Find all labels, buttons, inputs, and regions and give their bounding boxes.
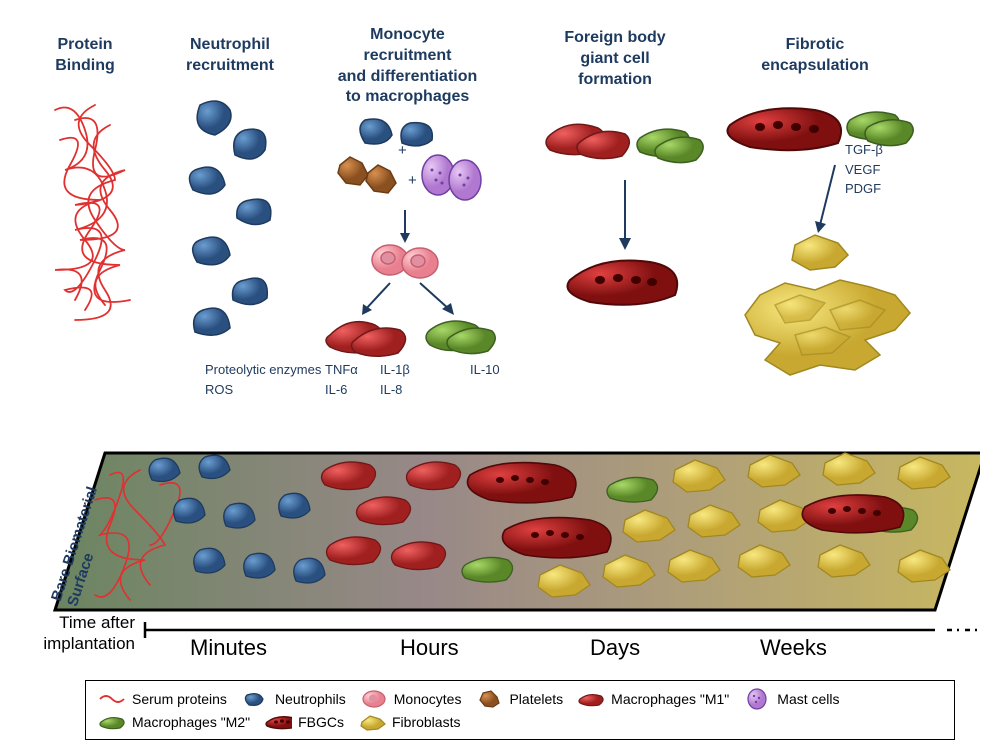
stage3-labels-left-text: TNFαIL-6 (325, 362, 358, 397)
legend-neutrophils: Neutrophils (241, 688, 346, 710)
stage2-labels-text: Proteolytic enzymesROS (205, 362, 321, 397)
legend-fibroblasts: Fibroblasts (358, 711, 460, 733)
tick-days: Days (590, 635, 640, 661)
stage5-title-text: Fibroticencapsulation (761, 36, 869, 74)
stage3-labels-right-text: IL-10 (470, 362, 500, 377)
tick-minutes-text: Minutes (190, 635, 267, 660)
stage4-title: Foreign bodygiant cellformation (540, 28, 690, 90)
stage5-title: Fibroticencapsulation (740, 35, 890, 77)
legend-mast-text: Mast cells (777, 691, 839, 707)
tick-minutes: Minutes (190, 635, 267, 661)
stage1-title-text: ProteinBinding (55, 36, 115, 74)
legend-mast: Mast cells (743, 688, 839, 710)
monocyte-icon (360, 688, 388, 710)
platelet-icon (475, 688, 503, 710)
legend-platelets-text: Platelets (509, 691, 563, 707)
time-after-text: Time afterimplantation (43, 613, 135, 653)
protein-scribble (35, 90, 155, 340)
fibroblast-icon (358, 711, 386, 733)
legend-fbgc-text: FBGCs (298, 714, 344, 730)
serum-icon (98, 688, 126, 710)
stage3-labels-mid-text: IL-1βIL-8 (380, 362, 410, 397)
stage5-labels-text: TGF-βVEGFPDGF (845, 142, 883, 196)
fibrotic-stage (720, 95, 950, 395)
legend-m1-text: Macrophages "M1" (611, 691, 729, 707)
tick-hours-text: Hours (400, 635, 459, 660)
stage3-title-text: Monocyterecruitmentand differentiationto… (338, 26, 478, 105)
time-after-label: Time afterimplantation (20, 612, 135, 655)
legend-neutrophils-text: Neutrophils (275, 691, 346, 707)
neutrophil-icon (241, 688, 269, 710)
m2-icon (98, 711, 126, 733)
neutrophils-stage (175, 90, 295, 370)
tick-weeks: Weeks (760, 635, 827, 661)
fbgc-icon (264, 711, 292, 733)
legend-fibroblasts-text: Fibroblasts (392, 714, 460, 730)
biomaterial-surface (50, 445, 980, 615)
legend-m1: Macrophages "M1" (577, 688, 729, 710)
stage2-title-text: Neutrophilrecruitment (186, 36, 274, 74)
stage2-title: Neutrophilrecruitment (170, 35, 290, 77)
tick-days-text: Days (590, 635, 640, 660)
legend-m2: Macrophages "M2" (98, 711, 250, 733)
tick-weeks-text: Weeks (760, 635, 827, 660)
m1-icon (577, 688, 605, 710)
tick-hours: Hours (400, 635, 459, 661)
stage3-labels-right: IL-10 (470, 360, 510, 380)
svg-text:+: + (398, 142, 407, 159)
stage3-title: Monocyterecruitmentand differentiationto… (320, 25, 495, 108)
stage2-labels: Proteolytic enzymesROS (205, 360, 321, 399)
svg-text:+: + (408, 172, 417, 189)
legend-platelets: Platelets (475, 688, 563, 710)
legend-fbgc: FBGCs (264, 711, 344, 733)
stage5-labels: TGF-βVEGFPDGF (845, 140, 883, 199)
stage4-title-text: Foreign bodygiant cellformation (564, 29, 665, 88)
legend: Serum proteins Neutrophils Monocytes Pla… (85, 680, 955, 740)
foreign-body-response-diagram: ProteinBinding Neutrophilrecruitment Mon… (20, 20, 985, 732)
fbgc-stage (540, 110, 710, 320)
stage1-title: ProteinBinding (35, 35, 135, 77)
legend-monocytes: Monocytes (360, 688, 462, 710)
stage3-labels-left: TNFαIL-6 (325, 360, 365, 399)
legend-serum: Serum proteins (98, 688, 227, 710)
timeline-axis (35, 620, 980, 645)
legend-m2-text: Macrophages "M2" (132, 714, 250, 730)
legend-monocytes-text: Monocytes (394, 691, 462, 707)
stage3-labels-mid: IL-1βIL-8 (380, 360, 420, 399)
mast-icon (743, 688, 771, 710)
monocyte-stage: + + (320, 115, 500, 375)
legend-serum-text: Serum proteins (132, 691, 227, 707)
